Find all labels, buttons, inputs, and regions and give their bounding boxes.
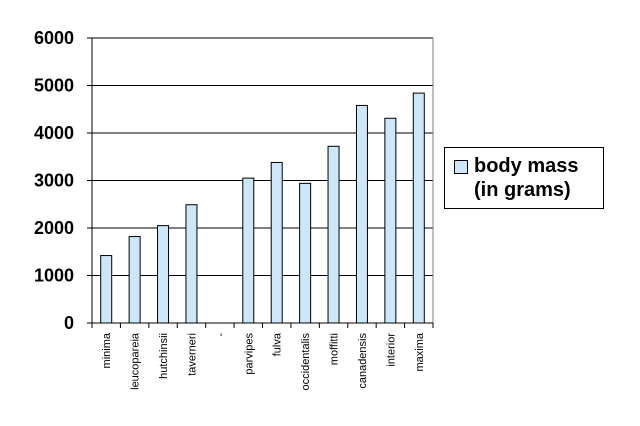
bar bbox=[384, 117, 397, 324]
x-tick-label: canadensis bbox=[357, 333, 369, 389]
legend: body mass (in grams) bbox=[444, 147, 604, 209]
legend-swatch bbox=[454, 160, 468, 174]
bar bbox=[242, 177, 255, 324]
x-tick-label: parvipes bbox=[243, 333, 255, 375]
bar bbox=[128, 236, 141, 324]
x-tick-label: maxima bbox=[414, 332, 426, 371]
y-tick-label: 6000 bbox=[34, 28, 74, 48]
bar bbox=[412, 92, 425, 324]
bar bbox=[299, 182, 312, 324]
x-tick-label: hutchinsii bbox=[158, 333, 170, 379]
bar bbox=[355, 104, 368, 324]
x-tick-label: moffitti bbox=[329, 333, 341, 365]
bar bbox=[270, 161, 283, 324]
x-tick-label: interior bbox=[385, 333, 397, 367]
y-tick-label: 1000 bbox=[34, 266, 74, 286]
y-tick-label: 2000 bbox=[34, 218, 74, 238]
y-tick-label: 5000 bbox=[34, 76, 74, 96]
y-tick-label: 3000 bbox=[34, 171, 74, 191]
x-tick-label: minima bbox=[101, 332, 113, 368]
y-tick-label: 0 bbox=[64, 313, 74, 333]
bar bbox=[100, 255, 113, 324]
bar bbox=[157, 225, 170, 324]
bar bbox=[185, 204, 198, 324]
x-tick-label: leucopareia bbox=[130, 332, 142, 390]
y-tick-label: 4000 bbox=[34, 123, 74, 143]
legend-label: body mass (in grams) bbox=[474, 155, 579, 201]
x-tick-label: - bbox=[215, 333, 227, 337]
x-tick-label: fulva bbox=[272, 332, 284, 356]
x-tick-label: occidentalis bbox=[300, 333, 312, 391]
x-tick-label: taverneri bbox=[186, 333, 198, 376]
bar bbox=[327, 145, 340, 324]
